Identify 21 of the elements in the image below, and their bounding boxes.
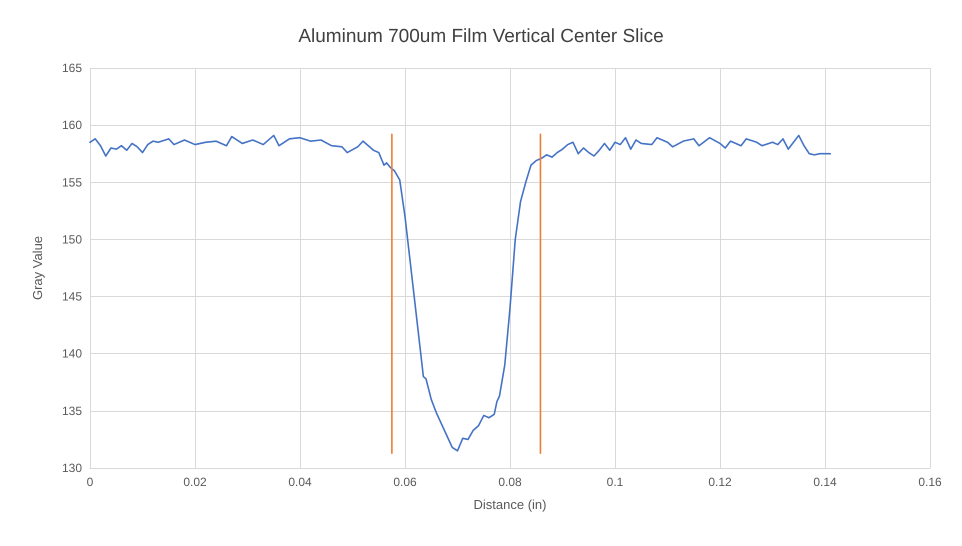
line-series: [89, 134, 832, 452]
x-axis-title: Distance (in): [474, 497, 546, 512]
x-tick-label: 0.06: [393, 475, 417, 489]
x-tick-label: 0.08: [498, 475, 522, 489]
y-tick-label: 145: [62, 290, 82, 304]
y-tick-label: 165: [62, 61, 82, 75]
x-tick-label: 0.04: [288, 475, 312, 489]
x-tick-label: 0.02: [183, 475, 207, 489]
x-tick-label: 0.1: [606, 475, 624, 489]
y-tick-label: 135: [62, 404, 82, 418]
y-tick-label: 160: [62, 118, 82, 132]
y-axis-title: Gray Value: [30, 236, 45, 300]
x-tick-label: 0: [86, 475, 94, 489]
chart-title: Aluminum 700um Film Vertical Center Slice: [298, 26, 664, 47]
y-tick-label: 150: [62, 232, 82, 246]
y-tick-label: 140: [62, 346, 82, 361]
x-tick-label: 0.14: [813, 475, 837, 489]
y-tick-label: 155: [62, 175, 82, 190]
x-tick-label: 0.12: [708, 475, 732, 489]
y-tick-label: 130: [62, 461, 82, 475]
x-tick-label: 0.16: [918, 475, 942, 489]
